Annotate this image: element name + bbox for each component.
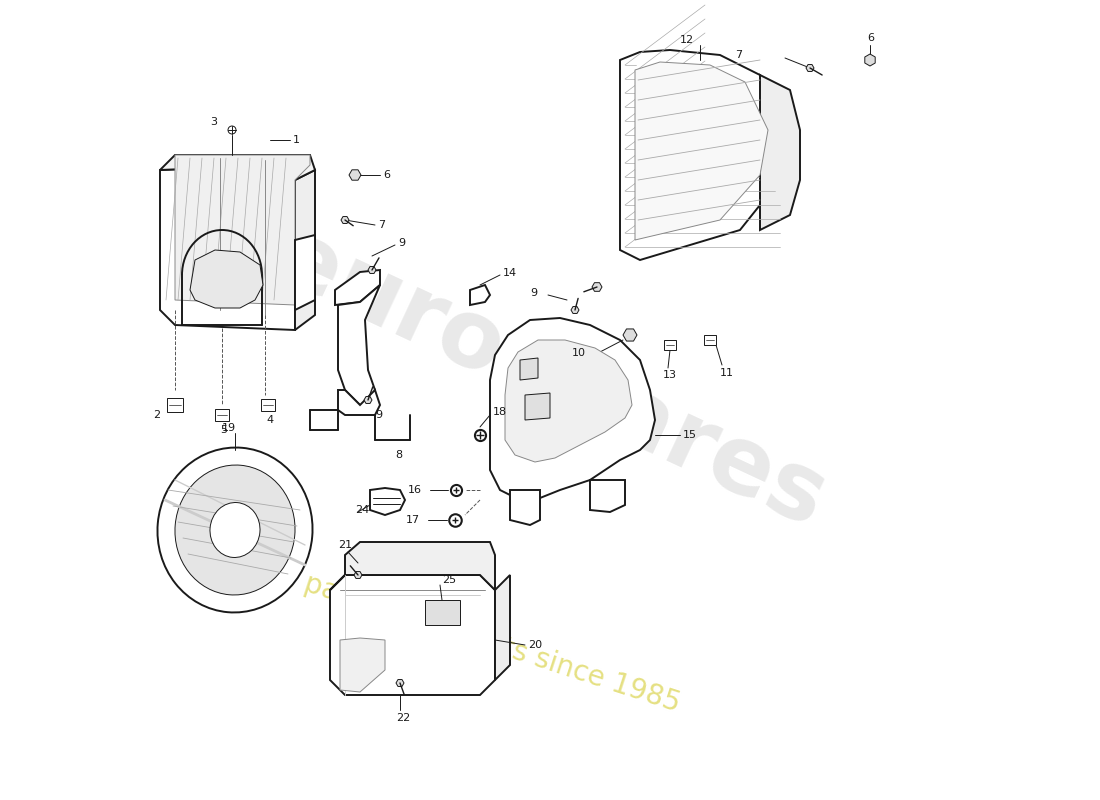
Polygon shape xyxy=(806,65,814,71)
Text: 24: 24 xyxy=(355,505,370,515)
Text: 13: 13 xyxy=(663,370,676,380)
Polygon shape xyxy=(865,54,876,66)
Polygon shape xyxy=(261,399,275,411)
Polygon shape xyxy=(364,397,372,403)
Polygon shape xyxy=(295,170,315,330)
Polygon shape xyxy=(160,165,295,330)
Text: 10: 10 xyxy=(572,348,586,358)
Polygon shape xyxy=(340,638,385,692)
Text: 21: 21 xyxy=(338,540,352,550)
Polygon shape xyxy=(510,490,540,525)
Polygon shape xyxy=(571,306,579,314)
Text: 14: 14 xyxy=(503,268,517,278)
Text: 4: 4 xyxy=(266,415,273,425)
Polygon shape xyxy=(490,318,654,500)
Polygon shape xyxy=(590,480,625,512)
Circle shape xyxy=(228,126,236,134)
Polygon shape xyxy=(330,542,495,590)
Text: 7: 7 xyxy=(735,50,743,60)
Text: 22: 22 xyxy=(396,713,410,723)
Polygon shape xyxy=(330,575,495,695)
Text: 9: 9 xyxy=(398,238,405,248)
Polygon shape xyxy=(396,679,404,686)
Polygon shape xyxy=(505,340,632,462)
Polygon shape xyxy=(214,409,229,421)
Polygon shape xyxy=(525,393,550,420)
Text: 17: 17 xyxy=(406,515,420,525)
Polygon shape xyxy=(704,335,716,345)
Polygon shape xyxy=(620,50,790,260)
Text: a passion for parts since 1985: a passion for parts since 1985 xyxy=(276,562,684,718)
Text: 5: 5 xyxy=(220,425,227,435)
Polygon shape xyxy=(336,270,380,305)
Text: 9: 9 xyxy=(375,410,382,420)
Polygon shape xyxy=(160,155,315,180)
Text: 9: 9 xyxy=(530,288,537,298)
Polygon shape xyxy=(368,266,376,274)
Polygon shape xyxy=(635,62,768,240)
Text: 20: 20 xyxy=(528,640,542,650)
Polygon shape xyxy=(760,75,800,230)
Polygon shape xyxy=(520,358,538,380)
Polygon shape xyxy=(175,155,310,305)
Text: 12: 12 xyxy=(680,35,694,45)
Polygon shape xyxy=(425,600,460,625)
Polygon shape xyxy=(338,285,379,405)
Text: 2: 2 xyxy=(153,410,161,420)
Polygon shape xyxy=(167,398,183,412)
Text: 19: 19 xyxy=(222,423,236,433)
Polygon shape xyxy=(349,170,361,180)
Polygon shape xyxy=(190,250,263,308)
Text: 8: 8 xyxy=(395,450,403,460)
Polygon shape xyxy=(592,282,602,291)
Text: 16: 16 xyxy=(408,485,422,495)
Polygon shape xyxy=(495,575,510,680)
Text: 25: 25 xyxy=(442,575,456,585)
Text: eurospares: eurospares xyxy=(260,212,840,548)
Ellipse shape xyxy=(210,502,260,558)
Text: 6: 6 xyxy=(383,170,390,180)
Polygon shape xyxy=(338,390,379,415)
Text: 6: 6 xyxy=(867,33,875,43)
Polygon shape xyxy=(341,217,349,223)
Polygon shape xyxy=(664,340,676,350)
Text: 11: 11 xyxy=(720,368,734,378)
Text: 7: 7 xyxy=(378,220,385,230)
Text: 15: 15 xyxy=(683,430,697,440)
Polygon shape xyxy=(370,488,405,515)
Ellipse shape xyxy=(175,465,295,595)
Polygon shape xyxy=(295,235,315,310)
Polygon shape xyxy=(354,571,362,578)
Text: 1: 1 xyxy=(293,135,300,145)
Ellipse shape xyxy=(157,447,312,613)
Text: 3: 3 xyxy=(210,117,217,127)
Text: 18: 18 xyxy=(493,407,507,417)
Polygon shape xyxy=(623,329,637,341)
Polygon shape xyxy=(470,285,490,305)
